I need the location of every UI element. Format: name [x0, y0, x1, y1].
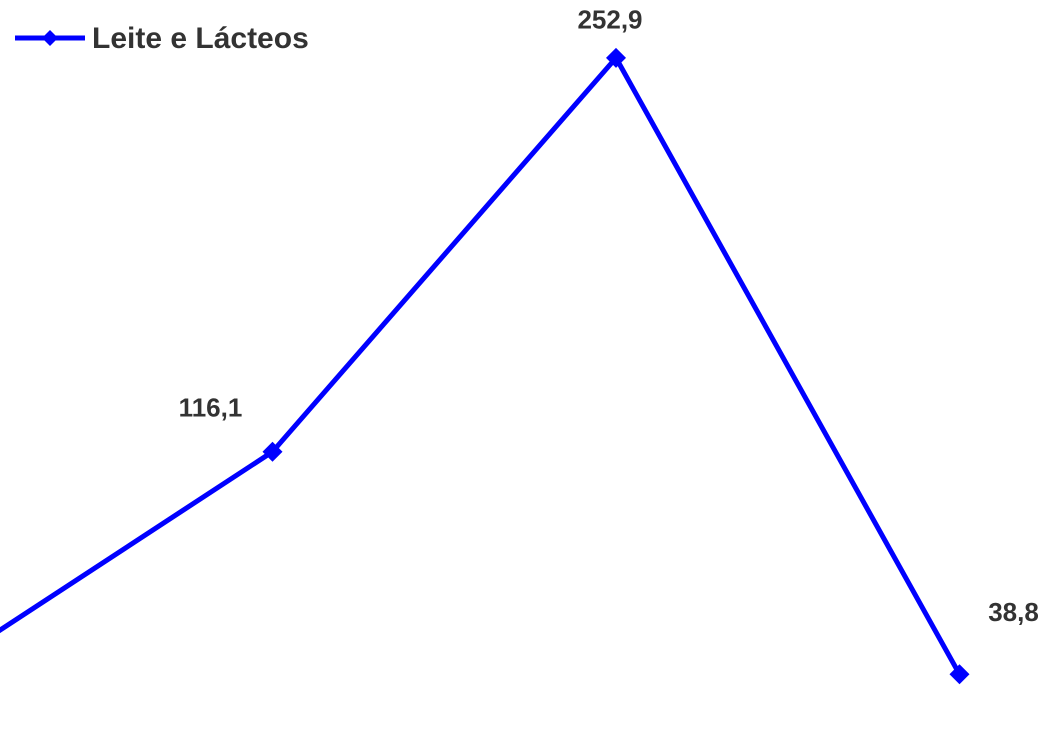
series-line	[0, 55, 962, 676]
point-marker	[606, 47, 626, 68]
point-marker	[262, 441, 283, 462]
data-label: 252,9	[577, 5, 642, 35]
data-label: 116,1	[179, 393, 243, 423]
legend-label: Leite e Lácteos	[92, 22, 309, 55]
legend-marker	[42, 30, 58, 46]
point-marker	[949, 664, 970, 685]
data-label: 38,8	[988, 597, 1039, 627]
